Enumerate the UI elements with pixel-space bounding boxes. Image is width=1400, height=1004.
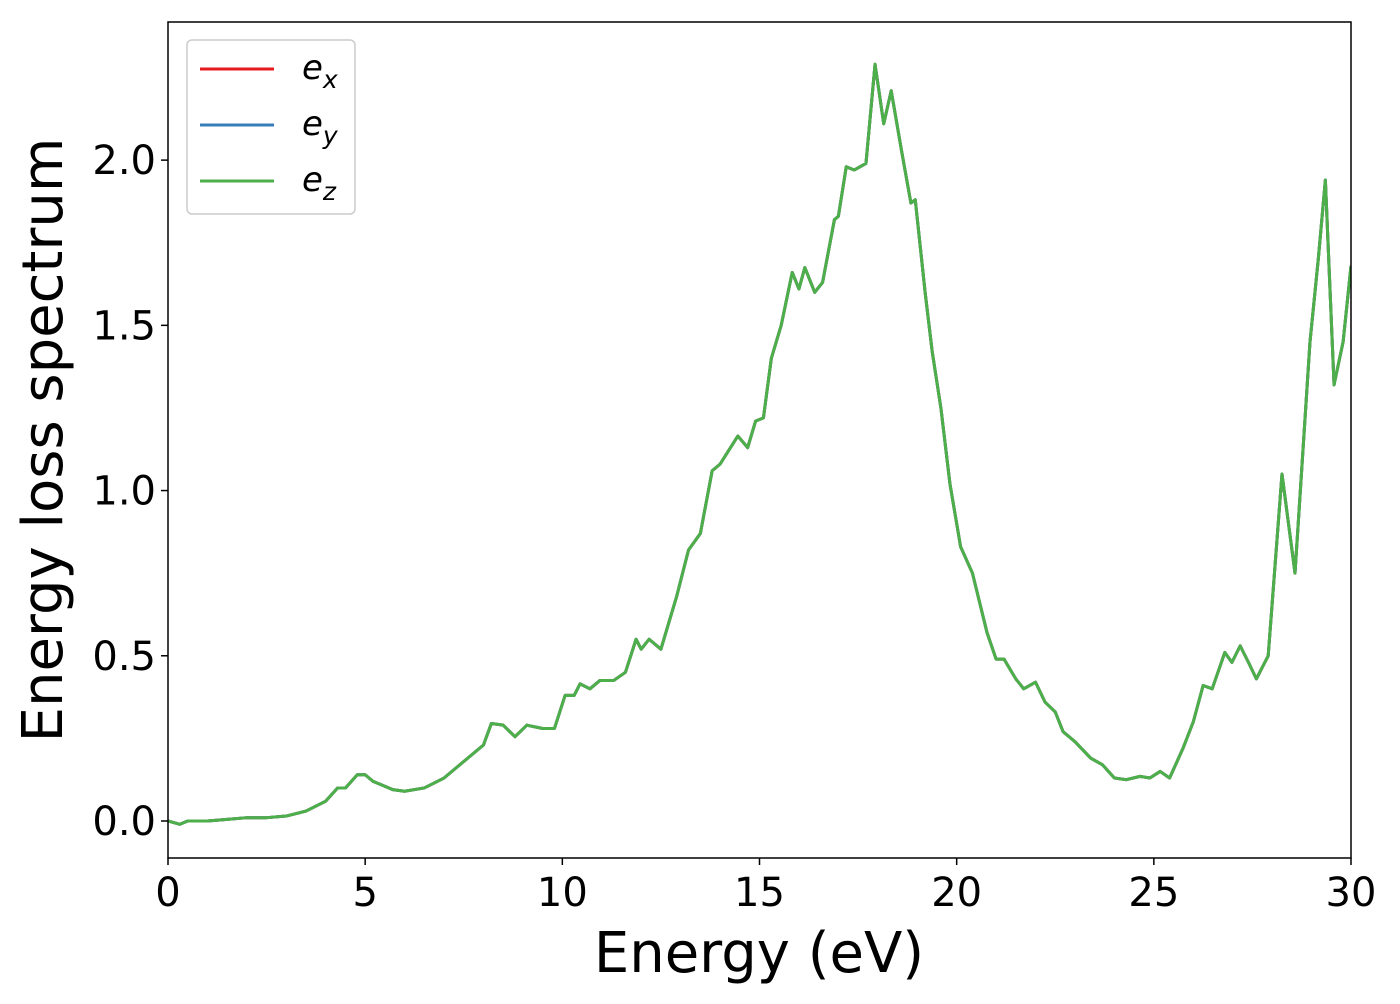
y-tick-label: 2.0 <box>92 138 156 184</box>
y-tick-label: 0.5 <box>92 634 156 680</box>
x-tick-label: 15 <box>734 870 785 916</box>
y-tick-label: 1.5 <box>92 303 156 349</box>
x-tick-label: 30 <box>1326 870 1377 916</box>
x-tick-label: 0 <box>155 870 180 916</box>
x-tick-label: 10 <box>537 870 588 916</box>
legend-label: ez <box>302 160 337 206</box>
x-axis-label: Energy (eV) <box>594 921 924 986</box>
plot-frame <box>167 21 1352 859</box>
y-tick-label: 0.0 <box>92 799 156 845</box>
legend-label: ey <box>302 104 339 150</box>
legend-box <box>186 39 356 215</box>
y-tick-label: 1.0 <box>92 469 156 515</box>
y-axis-label: Energy loss spectrum <box>11 138 76 743</box>
series-line <box>168 62 1351 826</box>
x-tick-label: 20 <box>931 870 982 916</box>
x-tick-label: 25 <box>1128 870 1179 916</box>
x-tick-label: 5 <box>352 870 377 916</box>
legend-label: ex <box>302 48 338 94</box>
